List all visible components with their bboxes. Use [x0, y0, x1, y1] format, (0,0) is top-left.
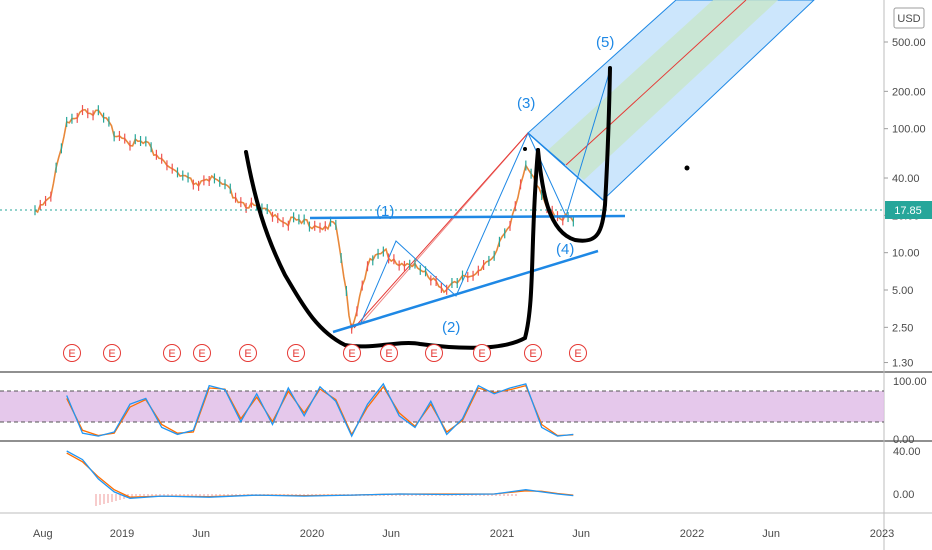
- support-trendline: [332, 249, 599, 334]
- earnings-label: E: [108, 348, 115, 360]
- macd-axis: 40.00 0.00: [893, 446, 921, 501]
- earnings-label: E: [348, 348, 355, 360]
- wave-label-5: (5): [596, 34, 614, 51]
- earnings-marker[interactable]: E: [163, 344, 181, 362]
- earnings-marker[interactable]: E: [524, 344, 542, 362]
- pitchfork-median-line: [565, 0, 747, 166]
- pitchfork-middle-band: [548, 0, 778, 180]
- stochastic-axis: 100.00 0.00: [893, 376, 927, 446]
- macd-tick-label: 0.00: [893, 489, 914, 501]
- currency-label: USD: [897, 13, 920, 25]
- earnings-label: E: [244, 348, 251, 360]
- wave-labels: (1) (2) (3) (4) (5): [376, 34, 614, 336]
- earnings-label: E: [168, 348, 175, 360]
- stochastic-tick-label: 100.00: [893, 376, 927, 388]
- currency-badge[interactable]: USD: [893, 7, 925, 29]
- earnings-marker[interactable]: E: [343, 344, 361, 362]
- price-tick-label: 1.30: [892, 358, 913, 370]
- earnings-marker[interactable]: E: [63, 344, 81, 362]
- time-tick-label: 2020: [300, 528, 324, 540]
- wave-label-2: (2): [442, 319, 460, 336]
- earnings-marker[interactable]: E: [425, 344, 443, 362]
- resistance-line: [309, 214, 626, 220]
- earnings-marker[interactable]: E: [569, 344, 587, 362]
- drawing-dot: [523, 147, 527, 151]
- time-tick-label: 2021: [490, 528, 514, 540]
- pitchfork-upper-band: [527, 0, 815, 201]
- price-tick-label: 2.50: [892, 322, 913, 334]
- earnings-label: E: [574, 348, 581, 360]
- last-price-badge: 17.85: [885, 201, 932, 219]
- earnings-marker[interactable]: E: [103, 344, 121, 362]
- last-price-value: 17.85: [894, 205, 922, 217]
- earnings-label: E: [68, 348, 75, 360]
- time-tick-label: Jun: [762, 528, 780, 540]
- wave-label-4: (4): [556, 241, 574, 258]
- earnings-marker[interactable]: E: [287, 344, 305, 362]
- macd-line: [66, 450, 574, 499]
- stochastic-band: [0, 391, 884, 422]
- time-tick-label: Jun: [572, 528, 590, 540]
- earnings-label: E: [292, 348, 299, 360]
- wave-label-3: (3): [517, 95, 535, 112]
- macd-pane: [66, 450, 574, 506]
- elliott-wave-path: [359, 69, 611, 326]
- time-tick-label: 2019: [110, 528, 134, 540]
- earnings-marker[interactable]: E: [193, 344, 211, 362]
- macd-tick-label: 40.00: [893, 446, 921, 458]
- drawing-dot: [684, 165, 690, 171]
- price-tick-label: 10.00: [892, 248, 920, 260]
- stochastic-pane: [0, 382, 884, 438]
- price-pane: [0, 0, 884, 350]
- pitchfork: [353, 0, 815, 329]
- earnings-label: E: [198, 348, 205, 360]
- price-tick-label: 500.00: [892, 37, 926, 49]
- wave-label-1: (1): [376, 203, 394, 220]
- earnings-marker[interactable]: E: [239, 344, 257, 362]
- price-tick-label: 40.00: [892, 173, 920, 185]
- earnings-label: E: [478, 348, 485, 360]
- stochastic-tick-label: 0.00: [893, 434, 914, 446]
- time-tick-label: 2022: [680, 528, 704, 540]
- time-tick-label: Jun: [192, 528, 210, 540]
- handle-drawing: [536, 66, 612, 243]
- candle-ticks: [34, 105, 574, 334]
- time-axis[interactable]: Aug 2019 Jun 2020 Jun 2021 Jun 2022 Jun 2023: [33, 528, 894, 540]
- time-tick-label: 2023: [870, 528, 894, 540]
- price-tick-label: 5.00: [892, 285, 913, 297]
- macd-signal-line: [66, 452, 574, 498]
- earnings-label: E: [529, 348, 536, 360]
- stochastic-k-line: [66, 382, 574, 438]
- time-tick-label: Jun: [382, 528, 400, 540]
- time-tick-label: Aug: [33, 528, 53, 540]
- earnings-marker[interactable]: E: [380, 344, 398, 362]
- earnings-label: E: [385, 348, 392, 360]
- earnings-marker[interactable]: E: [473, 344, 491, 362]
- price-tick-label: 200.00: [892, 86, 926, 98]
- earnings-label: E: [430, 348, 437, 360]
- cup-drawing: [244, 148, 540, 350]
- price-tick-label: 100.00: [892, 124, 926, 136]
